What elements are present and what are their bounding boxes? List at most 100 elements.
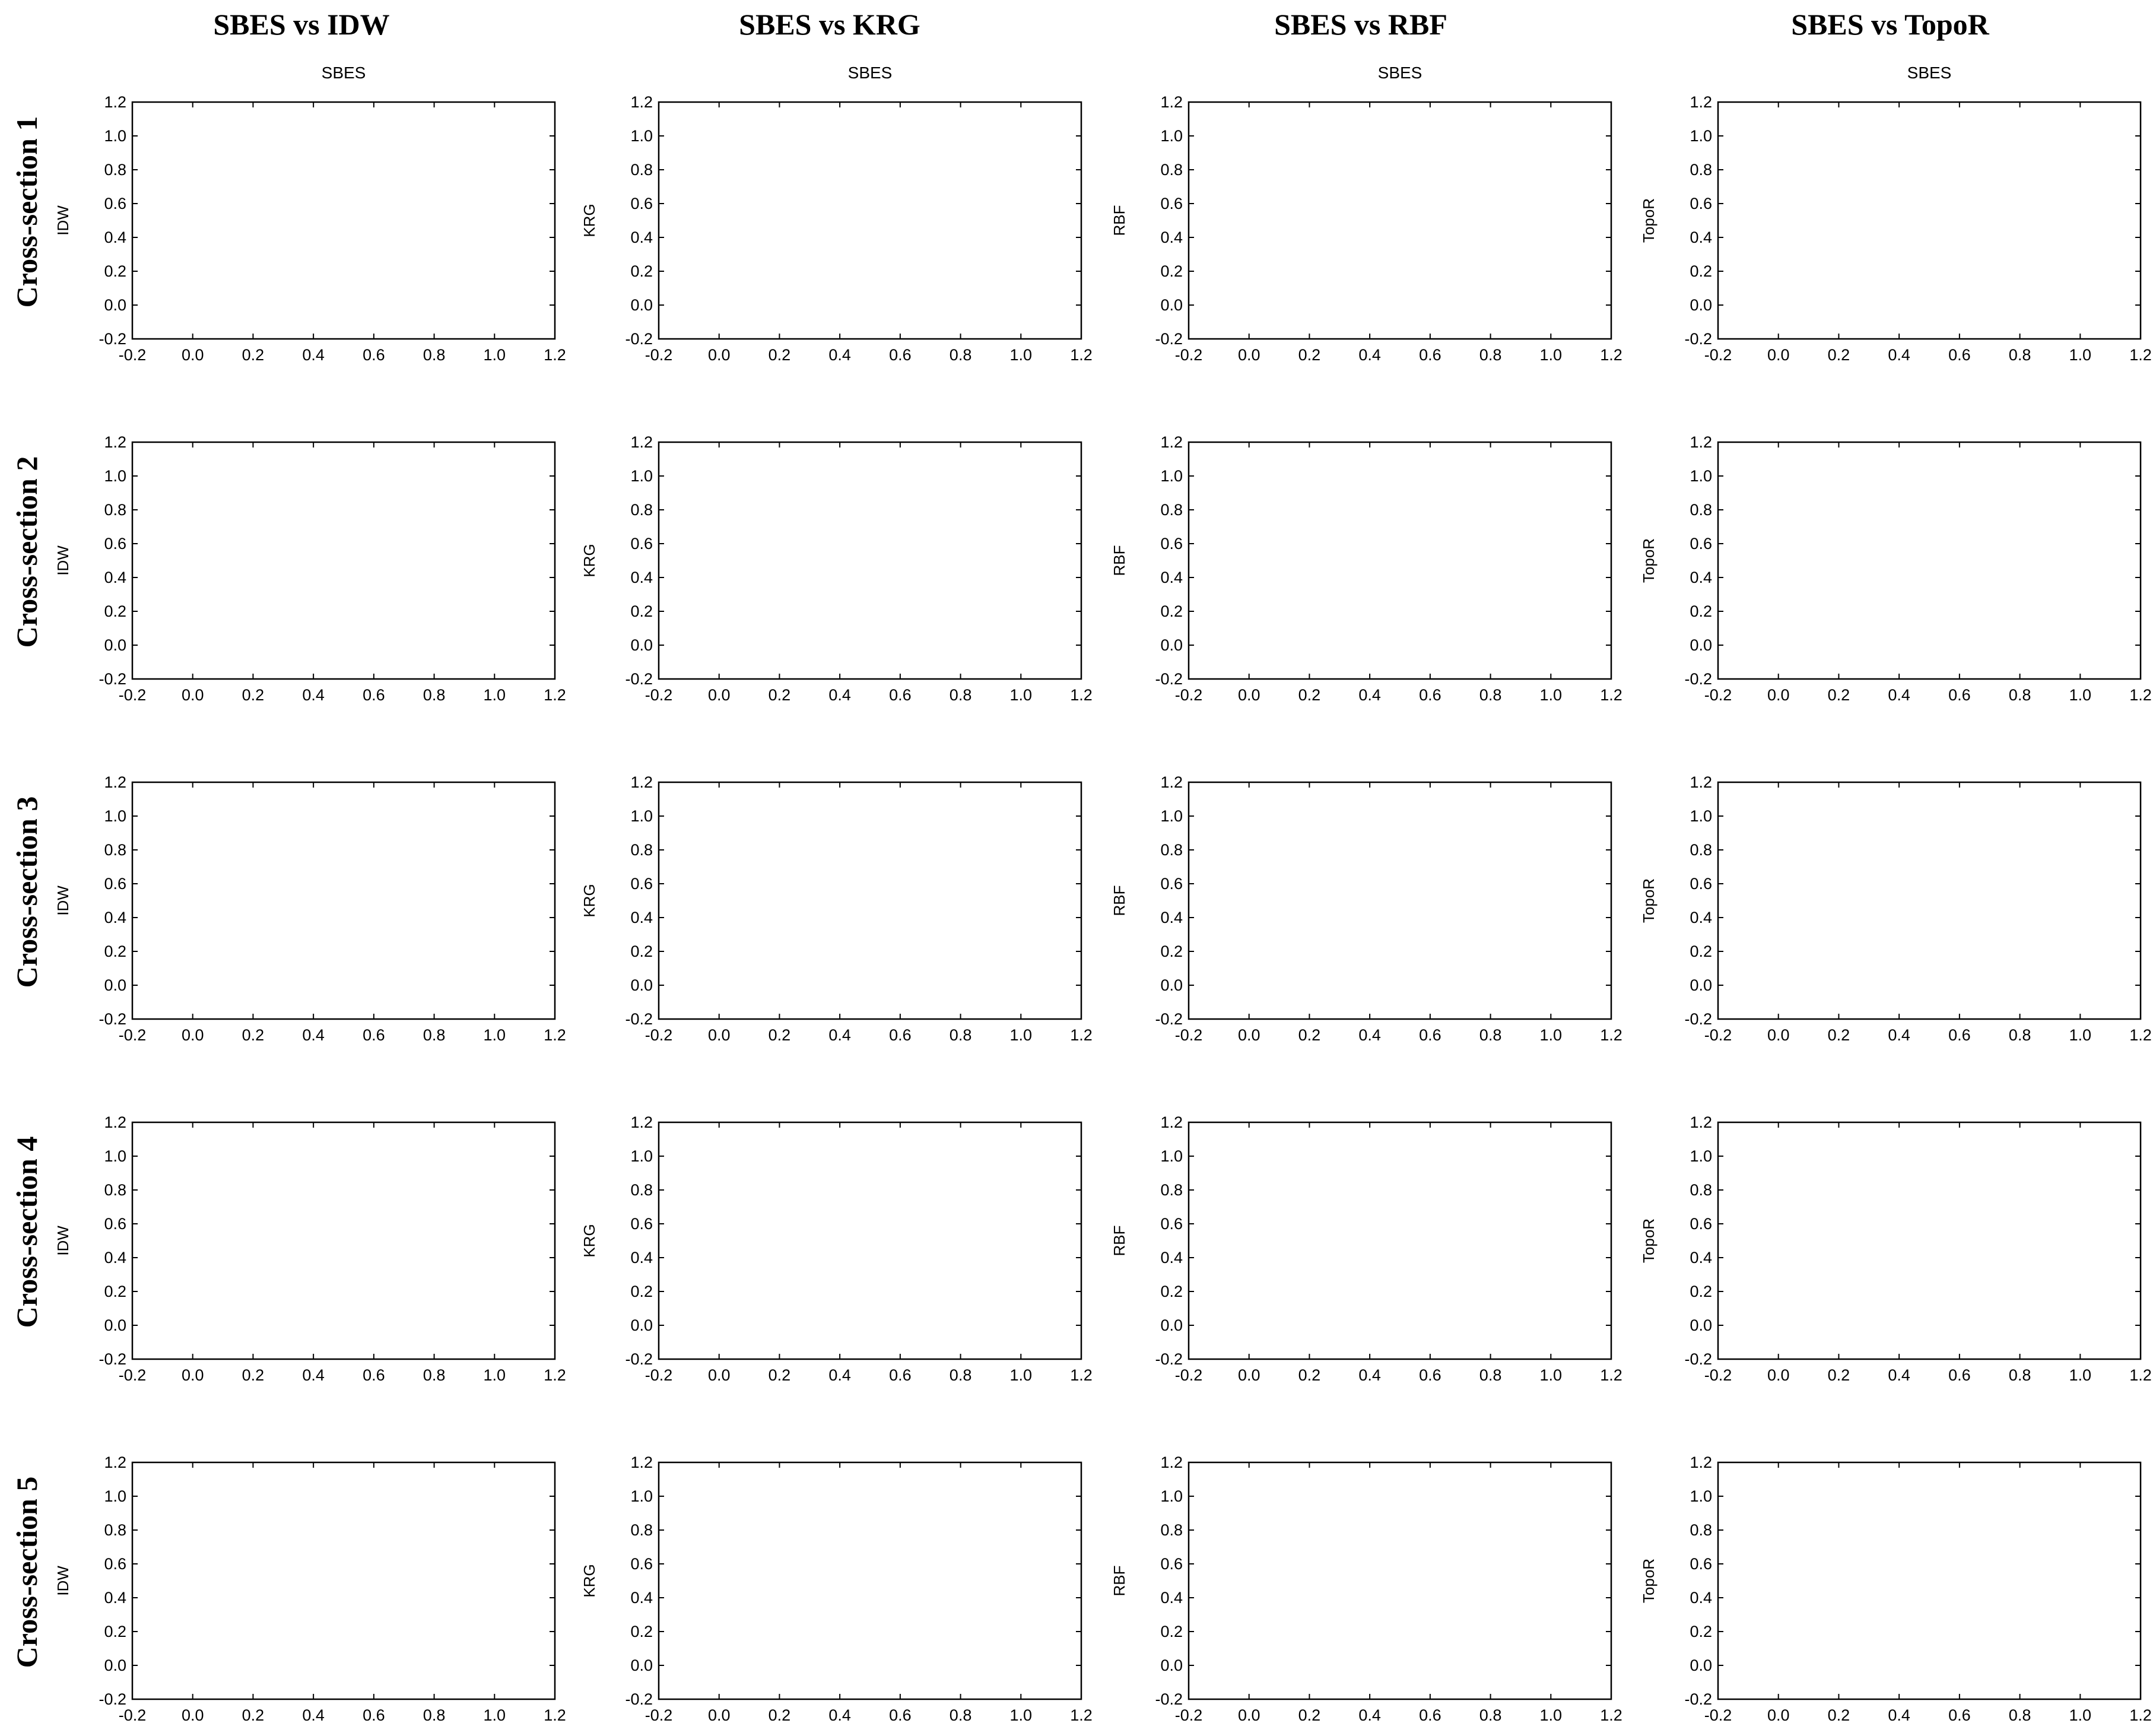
plot-frame [1187, 781, 1612, 1020]
x-tick-label: 0.2 [769, 346, 791, 364]
y-tick-label: 0.8 [1690, 501, 1712, 519]
x-tick-label: 0.0 [1238, 346, 1260, 364]
scatter-panel-r5-c3: -0.2 0.0 0.2 0.4 0.6 0.8 1.0 1.2 -0.2 0.0 0.2 0.4 0.… [1110, 1453, 1622, 1724]
y-tick-label: 0.6 [1690, 195, 1712, 212]
x-axis-label: SBES [848, 64, 893, 82]
y-axis-label: RBF [1110, 1566, 1128, 1597]
x-tick-label: 1.2 [544, 686, 566, 704]
x-tick-label: 1.2 [2129, 346, 2152, 364]
x-tick-label: 0.8 [2009, 1026, 2031, 1044]
x-tick-label: 1.0 [2069, 1366, 2092, 1384]
y-tick-label: 1.0 [630, 467, 653, 485]
x-tick-label: -0.2 [645, 686, 673, 704]
x-tick-label: 0.4 [1888, 1026, 1910, 1044]
x-tick-label: 0.6 [889, 686, 912, 704]
y-tick-label: -0.2 [1684, 1010, 1712, 1028]
scatter-panel-r1-c1: -0.2 0.0 0.2 0.4 0.6 0.8 1.0 1.2 -0.2 0.0 0.2 0.4 0.… [54, 64, 566, 364]
y-tick-label: 1.0 [630, 807, 653, 825]
plot-frame [131, 441, 556, 680]
y-tick-label: 0.2 [1160, 262, 1183, 280]
x-tick-label: 0.6 [1419, 1706, 1441, 1724]
y-axis-label: IDW [54, 545, 72, 576]
x-tick-label: 0.8 [950, 346, 972, 364]
x-tick-label: 1.0 [2069, 1026, 2092, 1044]
x-tick-label: 0.6 [1419, 1366, 1441, 1384]
y-tick-label: 0.6 [1160, 195, 1183, 212]
x-tick-label: 0.6 [889, 346, 912, 364]
y-tick-label: 1.0 [104, 807, 126, 825]
x-tick-label: 0.8 [1479, 686, 1502, 704]
y-tick-label: 1.2 [1160, 1113, 1183, 1131]
column-title-rbf: SBES vs RBF [1274, 8, 1447, 41]
y-tick-label: 0.8 [1160, 161, 1183, 179]
x-tick-label: -0.2 [1175, 1706, 1203, 1724]
x-tick-label: 0.6 [1419, 1026, 1441, 1044]
y-tick-label: 0.8 [630, 1521, 653, 1539]
y-tick-label: 0.8 [1160, 841, 1183, 859]
y-tick-label: 0.6 [1160, 1555, 1183, 1573]
y-tick-label: 0.2 [1690, 1283, 1712, 1300]
y-tick-label: 0.4 [104, 228, 126, 246]
x-tick-label: 0.6 [1948, 1706, 1971, 1724]
y-tick-label: 0.6 [1160, 1215, 1183, 1233]
y-axis-label: KRG [580, 1224, 598, 1257]
y-tick-label: 1.2 [630, 93, 653, 111]
y-tick-label: 0.2 [1690, 942, 1712, 960]
scatter-panel-r4-c3: -0.2 0.0 0.2 0.4 0.6 0.8 1.0 1.2 -0.2 0.0 0.2 0.4 0.… [1110, 1113, 1622, 1384]
x-tick-label: 0.0 [1767, 686, 1790, 704]
y-tick-label: -0.2 [1155, 670, 1183, 688]
x-tick-label: 0.8 [1479, 1706, 1502, 1724]
x-tick-label: 0.4 [828, 1026, 851, 1044]
scatter-panel-r3-c3: -0.2 0.0 0.2 0.4 0.6 0.8 1.0 1.2 -0.2 0.0 0.2 0.4 0.… [1110, 773, 1622, 1044]
x-tick-label: 0.4 [1888, 346, 1910, 364]
y-tick-label: 0.2 [630, 942, 653, 960]
y-tick-label: 1.0 [1160, 127, 1183, 145]
y-tick-label: 0.4 [104, 569, 126, 586]
y-tick-label: 0.0 [630, 1656, 653, 1674]
x-axis-label: SBES [1378, 64, 1422, 82]
x-tick-label: -0.2 [119, 346, 147, 364]
scatter-panel-r5-c4: -0.2 0.0 0.2 0.4 0.6 0.8 1.0 1.2 -0.2 0.0 0.2 0.4 0.… [1640, 1453, 2152, 1724]
y-axis-label: KRG [580, 1564, 598, 1597]
x-tick-label: 0.8 [950, 1366, 972, 1384]
y-tick-label: 0.2 [1160, 602, 1183, 620]
y-tick-label: 0.0 [1690, 1316, 1712, 1334]
plot-frame [658, 1121, 1082, 1360]
y-tick-label: 0.0 [1690, 636, 1712, 654]
y-tick-label: 1.2 [104, 773, 126, 791]
y-tick-label: 0.4 [630, 569, 653, 586]
x-tick-label: 0.2 [1298, 1706, 1321, 1724]
x-tick-label: 0.0 [1238, 1366, 1260, 1384]
y-tick-label: 0.8 [104, 161, 126, 179]
scatter-panel-r2-c3: -0.2 0.0 0.2 0.4 0.6 0.8 1.0 1.2 -0.2 0.0 0.2 0.4 0.… [1110, 433, 1622, 704]
x-tick-label: 0.0 [182, 686, 204, 704]
y-tick-label: -0.2 [1155, 1010, 1183, 1028]
x-tick-label: 1.2 [544, 1366, 566, 1384]
y-tick-label: 0.2 [104, 262, 126, 280]
x-tick-label: 1.2 [1600, 686, 1622, 704]
y-tick-label: 0.2 [1160, 1623, 1183, 1640]
panels: -0.2 0.0 0.2 0.4 0.6 0.8 1.0 1.2 -0.2 0.0 0.2 0.4 0.… [54, 64, 2152, 1724]
y-tick-label: 0.4 [630, 1249, 653, 1267]
y-tick-label: 0.6 [104, 1215, 126, 1233]
y-axis-label: TopoR [1640, 1559, 1658, 1603]
plot-frame [658, 101, 1082, 340]
column-titles: SBES vs IDW SBES vs KRG SBES vs RBF SBES… [213, 8, 1989, 41]
y-tick-label: -0.2 [1684, 330, 1712, 348]
x-tick-label: 0.0 [182, 1026, 204, 1044]
plot-frame [1187, 1461, 1612, 1700]
scatter-panel-r1-c4: -0.2 0.0 0.2 0.4 0.6 0.8 1.0 1.2 -0.2 0.0 0.2 0.4 0.… [1640, 64, 2152, 364]
y-tick-label: 1.0 [1690, 1487, 1712, 1505]
y-tick-label: 0.8 [630, 161, 653, 179]
y-tick-label: 1.0 [1160, 1147, 1183, 1165]
x-tick-label: 0.6 [889, 1366, 912, 1384]
y-tick-label: 1.0 [104, 467, 126, 485]
x-tick-label: 0.2 [242, 346, 265, 364]
x-tick-label: 0.0 [1767, 1706, 1790, 1724]
x-tick-label: 1.0 [1540, 346, 1563, 364]
x-tick-label: -0.2 [119, 686, 147, 704]
x-tick-label: 0.4 [302, 1366, 325, 1384]
y-tick-label: 0.8 [1690, 161, 1712, 179]
x-tick-label: 1.2 [1070, 346, 1093, 364]
y-tick-label: 0.0 [1160, 1316, 1183, 1334]
